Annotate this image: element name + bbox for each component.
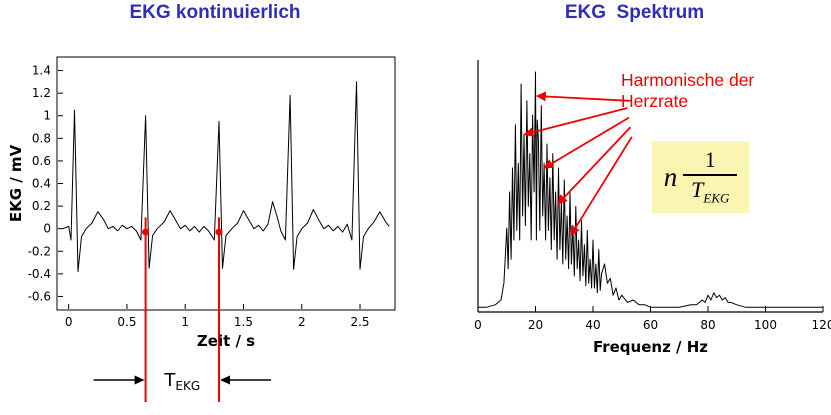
formula-numerator: 1 xyxy=(704,147,716,173)
x-tick-label: 20 xyxy=(528,318,543,332)
right-chart-title: EKG Spektrum xyxy=(564,2,705,23)
harmonic-arrow xyxy=(557,126,632,205)
y-tick-label: 1.4 xyxy=(32,64,51,78)
formula-denominator-sub: EKG xyxy=(703,190,730,206)
harmonic-arrow xyxy=(523,107,628,137)
x-tick-label: 1.5 xyxy=(234,315,253,329)
y-tick-label: 0.4 xyxy=(32,177,51,191)
y-tick-label: 0 xyxy=(43,222,51,236)
left-chart-title: EKG kontinuierlich xyxy=(129,2,301,23)
x-tick-label: 0 xyxy=(65,315,73,329)
y-tick-label: -0.6 xyxy=(28,289,51,303)
interval-marker-dot xyxy=(215,228,223,236)
formula-fraction: 1 TEKG xyxy=(683,147,738,206)
interval-arrowhead-left xyxy=(134,375,145,385)
x-axis-label: Frequenz / Hz xyxy=(593,338,708,356)
formula-box: n 1 TEKG xyxy=(652,141,749,213)
ecg-trace xyxy=(62,81,390,273)
formula-denominator-base: T xyxy=(691,177,704,203)
interval-arrowhead-right xyxy=(220,375,231,385)
harmonic-arrow xyxy=(570,136,633,237)
y-tick-label: 1 xyxy=(43,109,51,123)
x-tick-label: 100 xyxy=(754,318,777,332)
ekg-spectrum-chart: 0 20 40 60 80 100 120 Frequenz / Hz xyxy=(474,60,831,356)
x-tick-label: 2.5 xyxy=(350,315,369,329)
harmonics-annotation: Harmonische der Herzrate xyxy=(621,70,829,111)
harmonics-annotation-line2: Herzrate xyxy=(621,90,689,111)
formula-fraction-bar xyxy=(683,174,738,177)
harmonic-arrow xyxy=(535,91,629,102)
x-tick-label: 1 xyxy=(181,315,189,329)
x-axis-label: Zeit / s xyxy=(197,332,255,350)
x-tick-label: 40 xyxy=(585,318,600,332)
x-tick-label: 80 xyxy=(700,318,715,332)
x-tick-label: 2 xyxy=(298,315,306,329)
y-tick-label: -0.4 xyxy=(28,267,51,281)
y-axis-label: EKG / mV xyxy=(8,144,25,222)
plot-frame xyxy=(56,56,396,311)
x-tick-label: 60 xyxy=(643,318,658,332)
interval-marker-dot xyxy=(142,228,150,236)
x-tick-label: 0.5 xyxy=(117,315,136,329)
harmonic-arrow xyxy=(543,116,630,169)
spectrum-trace xyxy=(478,71,823,308)
y-tick-label: -0.2 xyxy=(28,244,51,258)
y-tick-label: 1.2 xyxy=(32,86,51,100)
formula-denominator: TEKG xyxy=(691,176,730,206)
interval-label: TEKG xyxy=(163,370,200,393)
x-tick-label: 0 xyxy=(474,318,482,332)
y-tick-label: 0.6 xyxy=(32,154,51,168)
harmonics-annotation-line1: Harmonische der xyxy=(621,70,755,90)
x-tick-label: 120 xyxy=(812,318,831,332)
formula-factor: n xyxy=(663,161,678,192)
y-tick-label: 0.2 xyxy=(32,199,51,213)
y-tick-label: 0.8 xyxy=(32,131,51,145)
ekg-time-chart: 1.4 1.2 1 0.8 0.6 0.4 0.2 0 -0.2 -0.4 -0.6 0 0.5 1 1.5… xyxy=(8,56,396,402)
